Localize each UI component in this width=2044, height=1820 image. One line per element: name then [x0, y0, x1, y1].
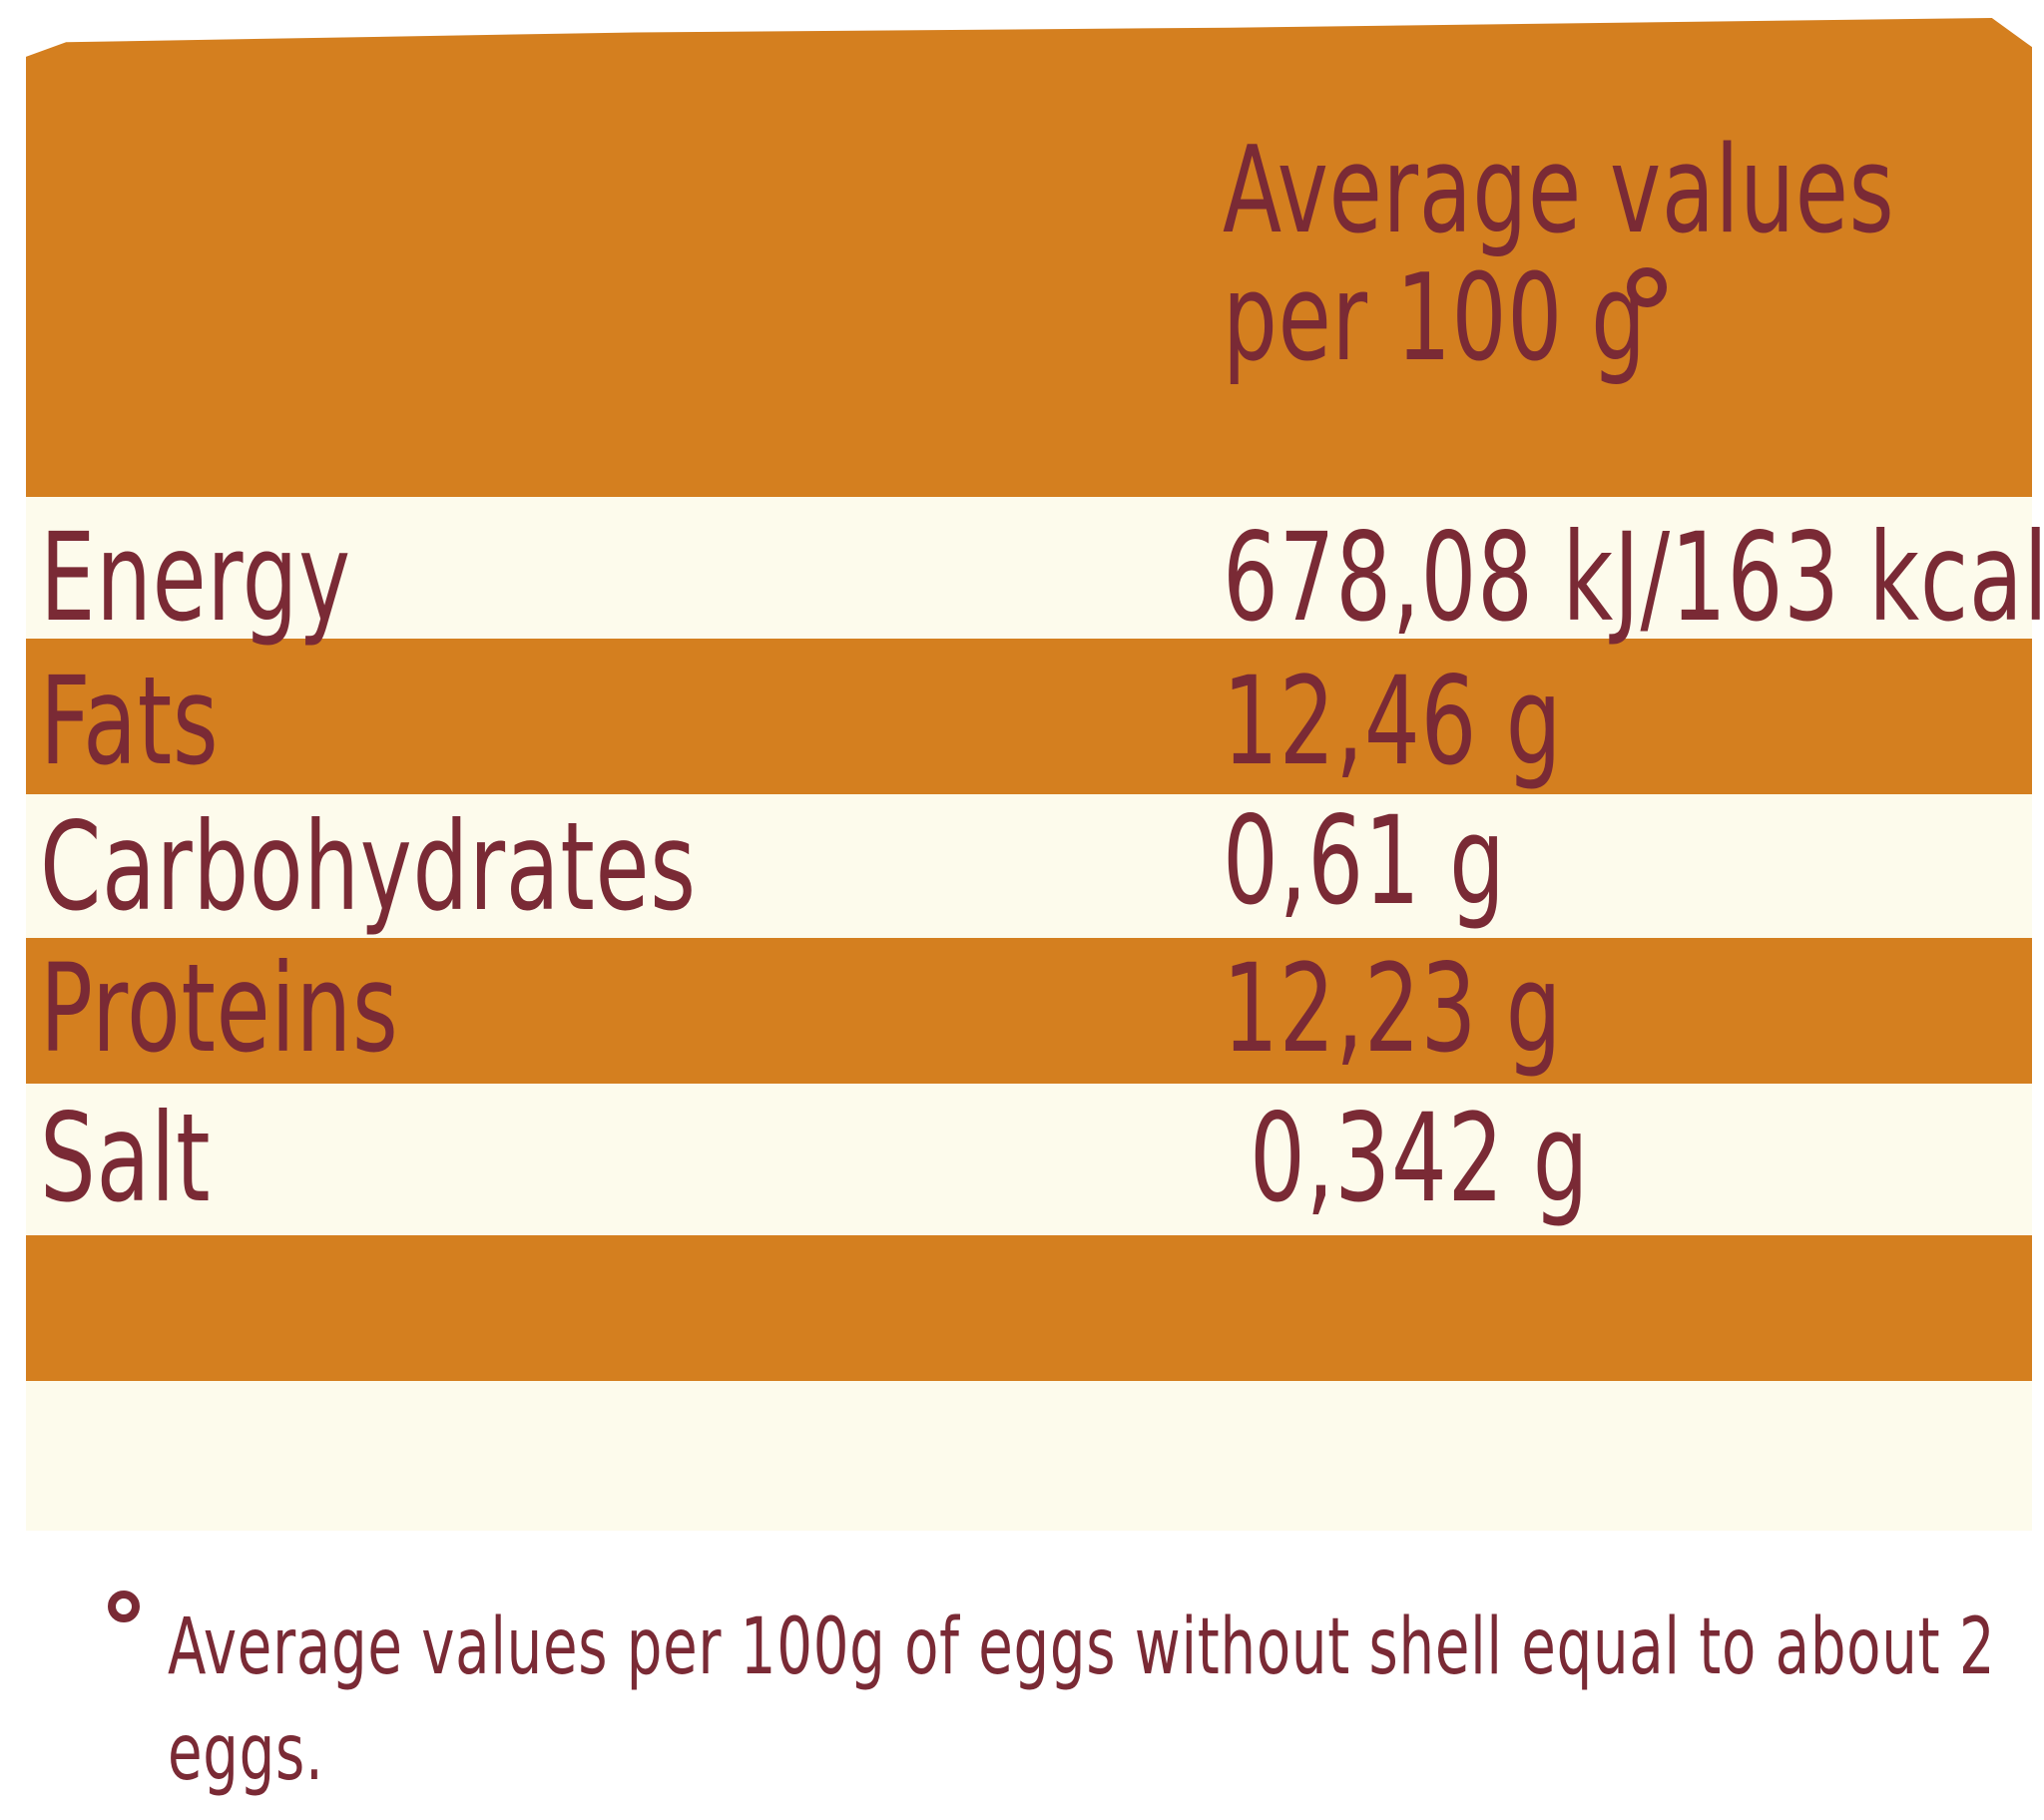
row-value-proteins: 12,23 g	[1223, 938, 1563, 1080]
footnote-text: Average values per 100g of eggs without …	[168, 1602, 1996, 1799]
row-label-energy: Energy	[40, 507, 351, 649]
row-label-salt: Salt	[40, 1088, 212, 1229]
row-band-carbohydrates	[26, 794, 2032, 938]
row-value-fats: 12,46 g	[1223, 651, 1563, 792]
empty-band	[26, 1235, 2032, 1381]
row-band-energy	[26, 497, 2032, 639]
header-line-1: Average values	[1223, 122, 1895, 260]
bottom-band	[26, 1381, 2032, 1531]
header-line-2: per 100 g	[1223, 249, 1647, 388]
row-band-fats	[26, 639, 2032, 794]
row-label-proteins: Proteins	[40, 938, 399, 1080]
row-value-salt: 0,342 g	[1250, 1088, 1590, 1229]
header-band	[26, 18, 2032, 503]
row-band-salt	[26, 1084, 2032, 1235]
row-value-carbohydrates: 0,61 g	[1223, 790, 1506, 932]
row-label-carbohydrates: Carbohydrates	[40, 796, 697, 938]
degree-mark-icon	[1627, 267, 1667, 307]
row-band-proteins	[26, 938, 2032, 1084]
row-value-energy: 678,08 kJ/163 kcal	[1223, 507, 2044, 649]
footnote-degree-icon	[108, 1591, 140, 1622]
row-label-fats: Fats	[40, 651, 220, 792]
